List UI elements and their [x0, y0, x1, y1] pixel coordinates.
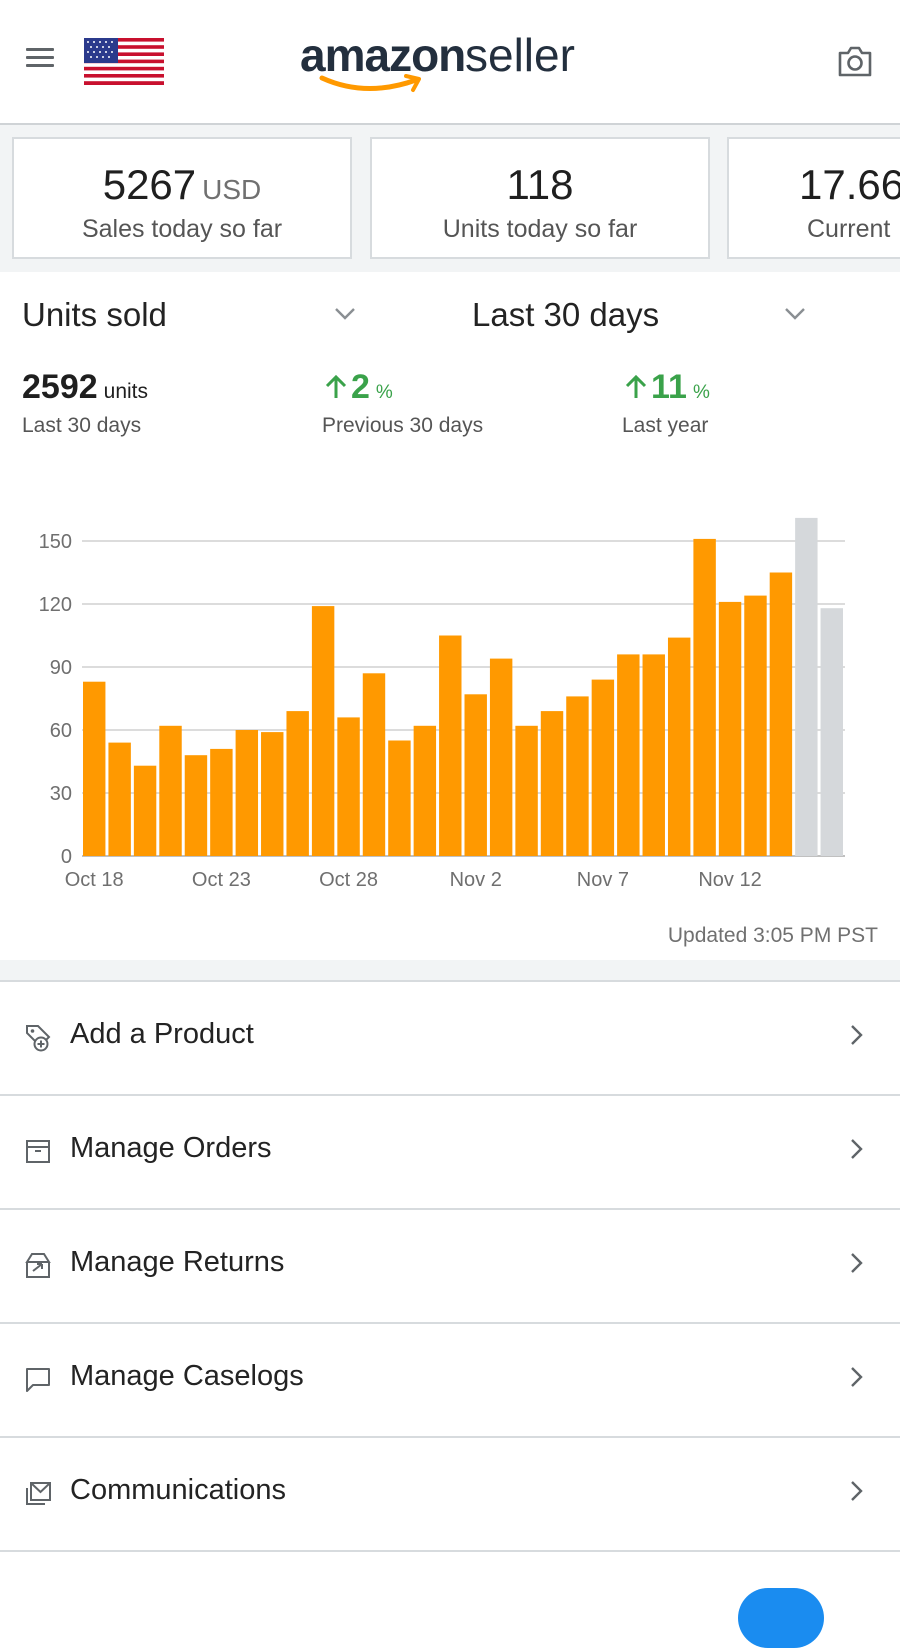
bar [515, 725, 538, 856]
return-box-icon [25, 1253, 51, 1278]
units-value: 118 [506, 161, 574, 208]
arrow-up-icon [325, 374, 347, 398]
current-value: 17.66 [799, 161, 900, 208]
y-tick-label: 120 [39, 594, 72, 616]
amazon-seller-logo: amazon seller [300, 24, 600, 100]
y-tick-label: 60 [50, 720, 72, 742]
bar [261, 732, 284, 856]
sales-value: 5267 USD [102, 161, 262, 208]
bar [744, 595, 767, 856]
chevron-right-icon [851, 1253, 863, 1273]
period-selector[interactable]: Last 30 days [472, 296, 660, 333]
logo-text-amazon: amazon [300, 29, 466, 81]
bar [718, 601, 742, 856]
bar [311, 606, 335, 856]
chevron-down-icon[interactable] [334, 307, 356, 321]
bar [464, 694, 487, 856]
sales-unit: USD [202, 174, 262, 205]
bar [642, 654, 665, 856]
tag-plus-icon [26, 1025, 51, 1052]
menu-item-manage-returns[interactable]: Manage Returns [0, 1210, 900, 1324]
bar [667, 637, 691, 856]
bar [795, 517, 818, 856]
units-sold-bar-chart: 0 30 60 90 120 150 Oct 18 Oct 23 Oct 28 Nov 2 Nov … [39, 517, 845, 891]
chevron-down-icon[interactable] [784, 307, 806, 321]
units-today-card[interactable]: 118 Units today so far [370, 137, 710, 259]
x-tick-label: Nov 7 [577, 869, 629, 891]
mail-icon [26, 1482, 51, 1505]
bar [413, 725, 437, 856]
bar [820, 608, 843, 856]
prev-period-change: 2% [325, 368, 393, 407]
chevron-right-icon [851, 1481, 863, 1501]
bar [184, 755, 208, 856]
bar [439, 635, 462, 856]
x-tick-label: Nov 2 [450, 869, 502, 891]
x-tick-label: Oct 28 [319, 869, 378, 891]
camera-icon[interactable] [836, 42, 874, 80]
bar [133, 765, 157, 856]
menu-item-label: Add a Product [70, 1018, 254, 1050]
section-divider [0, 960, 900, 982]
updated-timestamp: Updated 3:05 PM PST [667, 924, 878, 947]
bar [286, 711, 309, 856]
bar [540, 711, 564, 856]
floating-action-button[interactable] [738, 1588, 824, 1648]
y-tick-label: 30 [50, 783, 72, 805]
box-icon [26, 1140, 50, 1163]
menu-item-manage-caselogs[interactable]: Manage Caselogs [0, 1324, 900, 1438]
chevron-right-icon [851, 1025, 863, 1045]
chevron-right-icon [851, 1139, 863, 1159]
bar [591, 679, 615, 856]
last-year-change: 11% [625, 368, 710, 407]
y-tick-label: 90 [50, 657, 72, 679]
chat-bubble-icon [26, 1368, 50, 1392]
metric-selector[interactable]: Units sold [22, 296, 167, 333]
bar [769, 572, 793, 856]
units-label: Units today so far [442, 215, 638, 243]
bar [108, 742, 131, 856]
current-card[interactable]: 17.66 Current [727, 137, 900, 259]
bar [210, 748, 233, 856]
prev-period-label: Previous 30 days [322, 414, 484, 437]
bar [159, 725, 182, 856]
us-flag-icon[interactable] [84, 38, 164, 85]
chevron-right-icon [851, 1367, 863, 1387]
menu-item-manage-orders[interactable]: Manage Orders [0, 1096, 900, 1210]
summary-cards-strip[interactable]: 5267 USD Sales today so far 118 Units tod… [0, 125, 900, 272]
bar [337, 717, 360, 856]
current-label: Current [807, 215, 891, 243]
bar [235, 730, 259, 856]
logo-text-seller: seller [465, 29, 575, 81]
bar [362, 673, 386, 856]
y-tick-label: 150 [39, 531, 72, 553]
x-tick-label: Oct 18 [65, 869, 124, 891]
menu-item-communications[interactable]: Communications [0, 1438, 900, 1552]
app-header: amazon seller [0, 0, 900, 125]
hamburger-menu-icon[interactable] [26, 48, 54, 70]
menu-item-label: Communications [70, 1474, 286, 1506]
y-tick-label: 0 [61, 846, 72, 868]
arrow-up-icon [625, 374, 647, 398]
bar [83, 681, 106, 856]
amazon-smile-icon [319, 74, 421, 92]
x-tick-label: Nov 12 [698, 869, 761, 891]
bar [388, 740, 411, 856]
menu-item-label: Manage Orders [70, 1132, 272, 1164]
sales-label: Sales today so far [81, 215, 283, 243]
menu-item-add-product[interactable]: Add a Product [0, 982, 900, 1096]
total-units-label: Last 30 days [22, 414, 142, 437]
menu-item-label: Manage Returns [70, 1246, 285, 1278]
x-tick-label: Oct 23 [192, 869, 251, 891]
bar [489, 658, 513, 856]
bar [693, 538, 716, 856]
last-year-label: Last year [622, 414, 709, 437]
total-units-stat: 2592 units [22, 368, 148, 406]
action-menu-list: Add a Product Manage Orders Manage Retur… [0, 982, 900, 1552]
bar [617, 654, 640, 856]
menu-item-label: Manage Caselogs [70, 1360, 304, 1392]
sales-today-card[interactable]: 5267 USD Sales today so far [12, 137, 352, 259]
bar [566, 696, 589, 856]
